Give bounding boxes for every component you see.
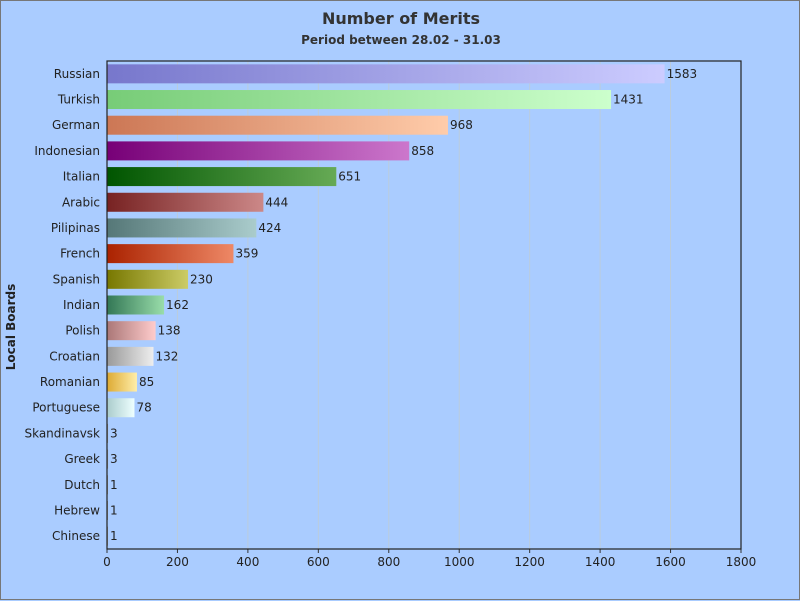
value-label: 444: [265, 195, 288, 209]
category-label: Polish: [65, 324, 100, 338]
x-tick-label: 1600: [655, 555, 686, 569]
x-tick-label: 800: [377, 555, 400, 569]
x-tick-label: 1200: [514, 555, 545, 569]
bar-french: [107, 244, 234, 264]
value-label: 858: [411, 144, 434, 158]
x-tick-label: 1400: [585, 555, 616, 569]
category-label: Greek: [64, 452, 100, 466]
category-label: Romanian: [40, 375, 100, 389]
value-label: 3: [110, 426, 118, 440]
category-label: Indonesian: [34, 144, 100, 158]
category-label: German: [52, 118, 100, 132]
bar-polish: [107, 321, 156, 341]
category-label: Chinese: [52, 529, 100, 543]
category-label: Spanish: [53, 272, 100, 286]
bar-german: [107, 115, 448, 135]
value-label: 1: [110, 529, 118, 543]
category-label: Croatian: [49, 349, 100, 363]
bar-portuguese: [107, 398, 135, 418]
chart-subtitle: Period between 28.02 - 31.03: [301, 33, 501, 47]
category-label: Russian: [54, 67, 100, 81]
category-label: Pilipinas: [51, 221, 100, 235]
bar-pilipinas: [107, 218, 257, 238]
plot-border: [106, 60, 742, 550]
value-label: 1583: [667, 67, 698, 81]
bar-indian: [107, 295, 165, 315]
value-label: 968: [450, 118, 473, 132]
bar-turkish: [107, 90, 612, 110]
value-label: 132: [155, 349, 178, 363]
category-label: Dutch: [64, 478, 100, 492]
category-label: Indian: [63, 298, 100, 312]
value-label: 1431: [613, 93, 644, 107]
category-label: Italian: [63, 170, 100, 184]
y-axis-label: Local Boards: [4, 284, 18, 371]
value-label: 651: [338, 170, 361, 184]
category-label: Hebrew: [54, 503, 100, 517]
value-label: 138: [158, 324, 181, 338]
category-label: Portuguese: [32, 401, 100, 415]
category-label: Turkish: [57, 93, 100, 107]
bar-spanish: [107, 269, 189, 289]
value-label: 85: [139, 375, 154, 389]
value-label: 78: [136, 401, 151, 415]
category-label: Skandinavsk: [24, 426, 100, 440]
x-tick-label: 1800: [726, 555, 757, 569]
category-label: Arabic: [62, 195, 100, 209]
value-label: 359: [235, 247, 258, 261]
x-tick-label: 0: [103, 555, 111, 569]
x-tick-label: 200: [166, 555, 189, 569]
chart-title: Number of Merits: [321, 9, 481, 28]
x-tick-label: 600: [307, 555, 330, 569]
value-label: 1: [110, 503, 118, 517]
value-label: 1: [110, 478, 118, 492]
bar-arabic: [107, 192, 264, 212]
x-tick-label: 400: [236, 555, 259, 569]
category-label: French: [60, 247, 100, 261]
bar-russian: [107, 64, 665, 84]
x-tick-label: 1000: [444, 555, 475, 569]
bar-italian: [107, 167, 337, 187]
bar-croatian: [107, 346, 154, 366]
value-label: 3: [110, 452, 118, 466]
value-label: 230: [190, 272, 213, 286]
bar-indonesian: [107, 141, 410, 161]
bar-romanian: [107, 372, 137, 392]
value-label: 424: [258, 221, 281, 235]
value-label: 162: [166, 298, 189, 312]
